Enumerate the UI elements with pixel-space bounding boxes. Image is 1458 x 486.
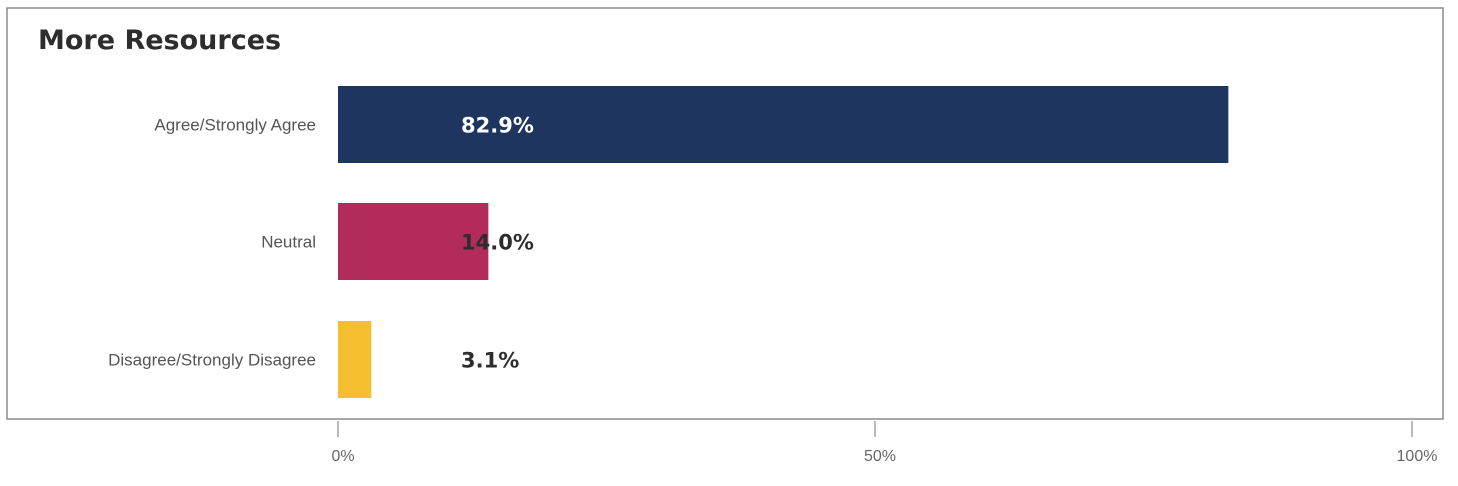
category-label: Agree/Strongly Agree	[154, 116, 316, 135]
value-label: 14.0%	[461, 231, 534, 255]
x-tick-label: 100%	[1397, 448, 1438, 465]
bars: Agree/Strongly Agree 82.9% Neutral 14.0% Dis…	[108, 86, 1229, 398]
x-tick-label: 0%	[331, 448, 354, 465]
value-label: 82.9%	[461, 114, 534, 138]
category-label: Disagree/Strongly Disagree	[108, 351, 316, 370]
chart-title: More Resources	[38, 25, 281, 56]
chart-frame	[6, 7, 1444, 420]
category-label: Neutral	[261, 233, 316, 252]
bar	[338, 321, 372, 398]
x-tick-label: 50%	[864, 448, 896, 465]
x-axis: 0% 50% 100%	[331, 421, 1437, 465]
bar	[338, 203, 489, 280]
value-label: 3.1%	[461, 349, 519, 373]
bar	[338, 86, 1229, 163]
